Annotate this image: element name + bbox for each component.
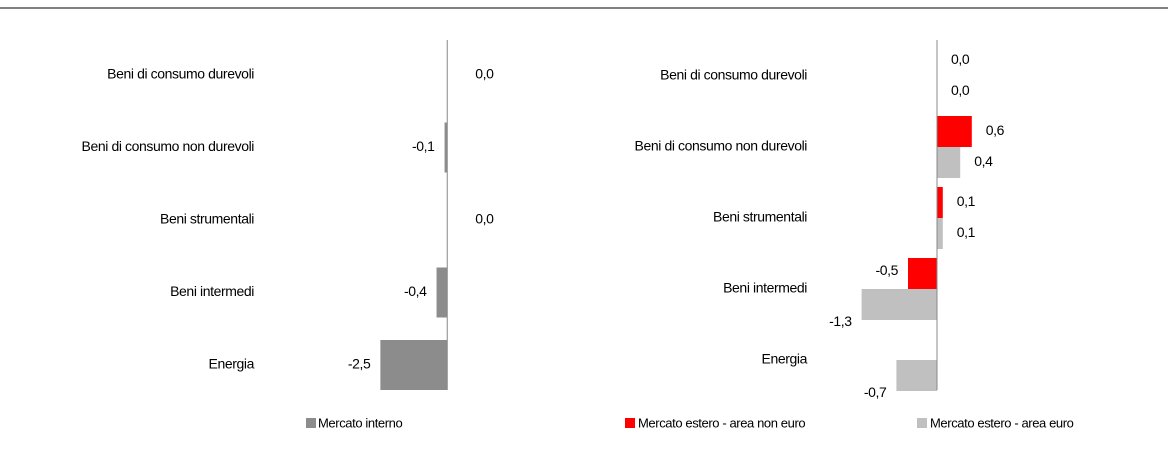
bar [908,258,937,289]
value-label: -1,3 [829,313,852,329]
value-label: -2,5 [348,356,371,372]
value-label: -0,1 [412,138,435,154]
category-label: Energia [762,351,808,367]
legend-label: Mercato estero - area euro [930,415,1074,430]
bar [444,122,448,173]
category-label: Beni intermedi [170,283,254,299]
bar [896,360,937,391]
legend-swatch [625,418,635,428]
category-label: Beni intermedi [723,280,807,296]
category-label: Beni di consumo durevoli [107,66,254,82]
legend-label: Mercato estero - area non euro [638,415,805,430]
value-label: -0,7 [864,384,887,400]
category-label: Beni di consumo durevoli [660,67,807,83]
value-label: 0,0 [951,82,970,98]
bar [937,147,961,178]
category-label: Beni strumentali [713,209,807,225]
bar [937,218,943,249]
legend-swatch [917,418,927,428]
category-label: Beni di consumo non durevoli [635,138,808,154]
category-label: Beni strumentali [160,211,254,227]
bar [937,187,943,218]
value-label: -0,4 [404,283,427,299]
bar [937,116,972,147]
category-label: Energia [209,356,255,372]
value-label: 0,0 [475,66,494,82]
bar [436,267,448,318]
value-label: -0,5 [875,262,898,278]
value-label: 0,0 [951,51,970,67]
legend-label: Mercato interno [318,415,402,430]
bar [861,289,937,320]
value-label: 0,0 [475,211,494,227]
legend-swatch [306,418,316,428]
value-label: 0,1 [957,224,976,240]
value-label: 0,1 [957,193,976,209]
value-label: 0,6 [986,122,1005,138]
bar [380,340,448,390]
category-label: Beni di consumo non durevoli [82,138,255,154]
value-label: 0,4 [974,153,993,169]
